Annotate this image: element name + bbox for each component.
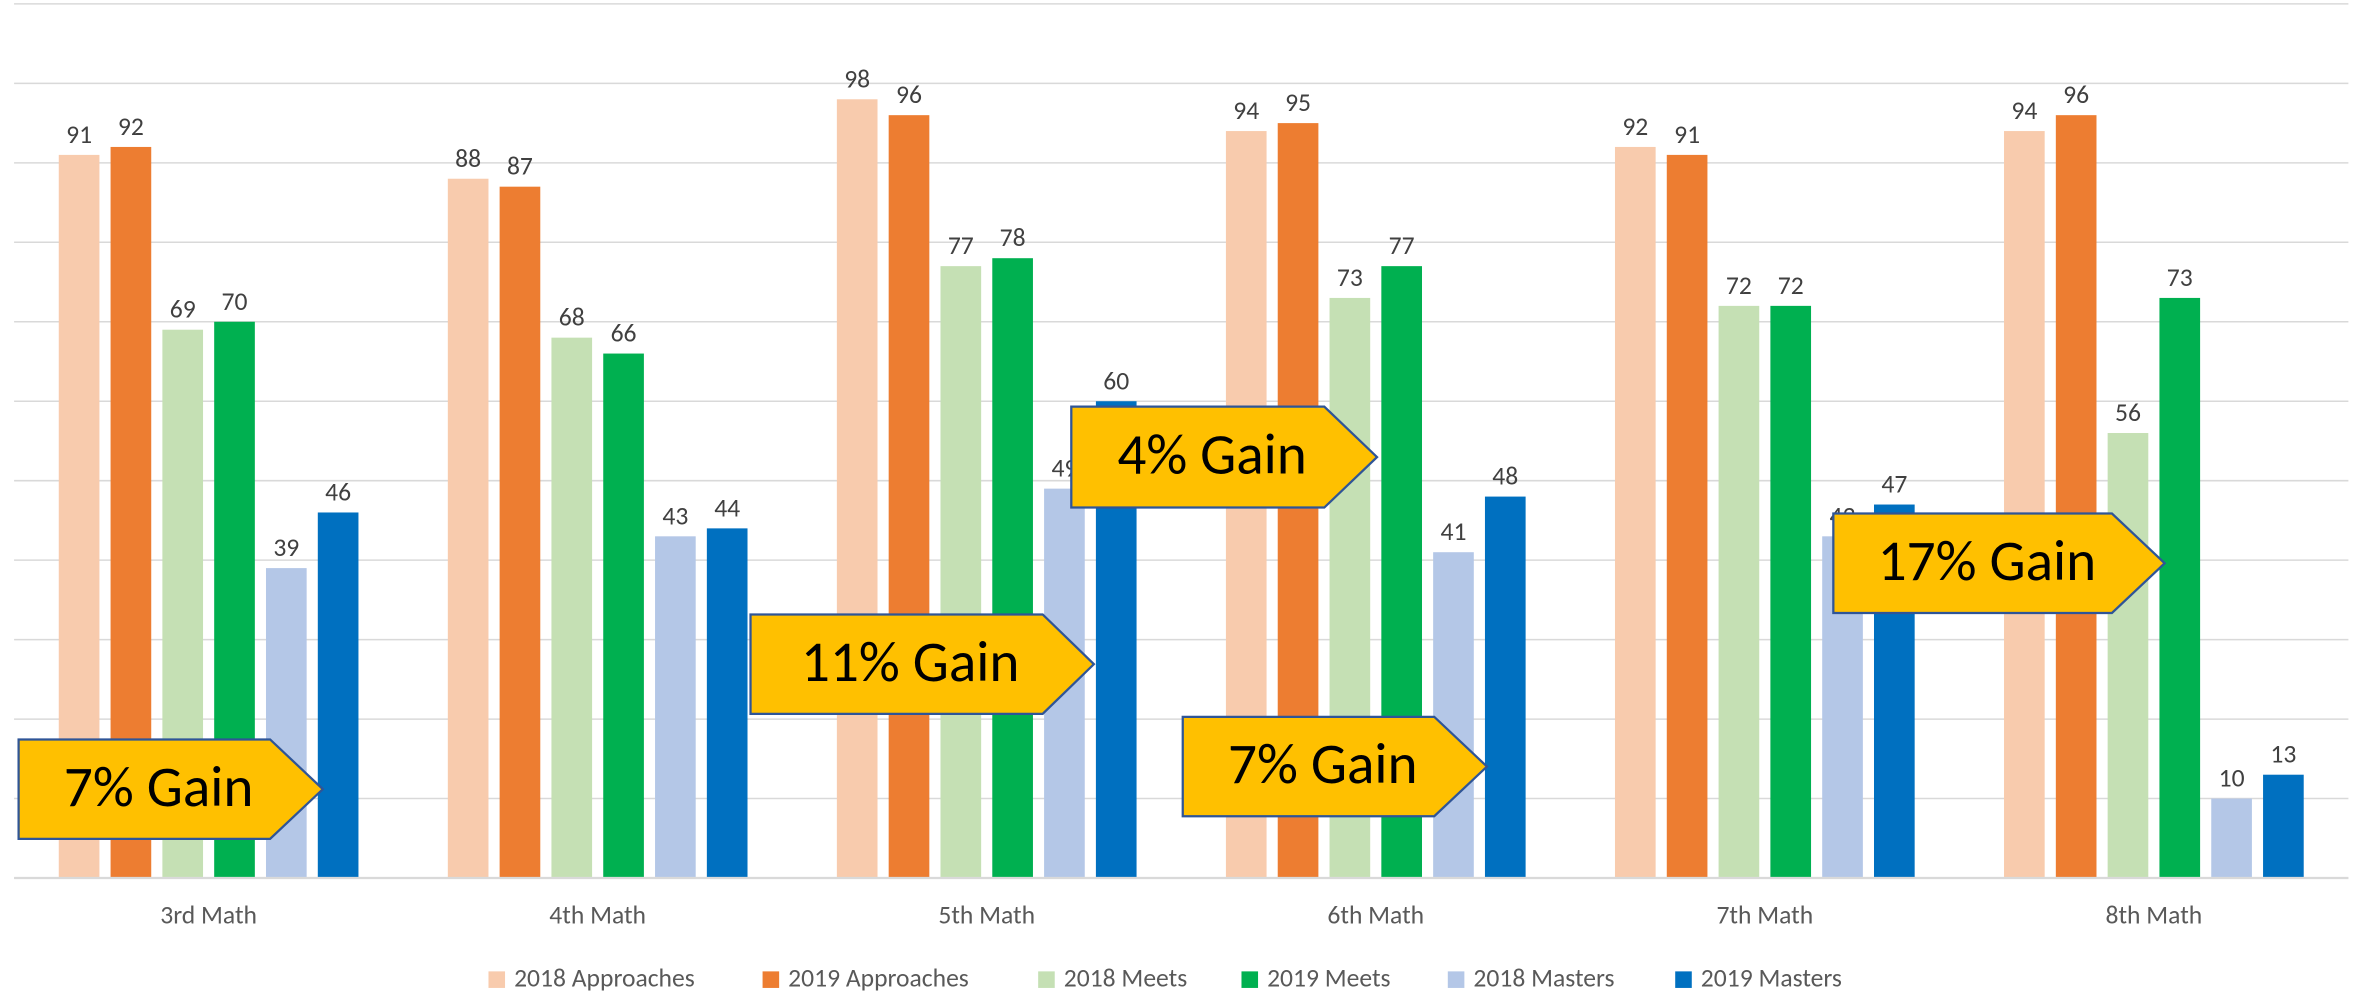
bar [2211, 798, 2252, 879]
legend-swatch [1241, 971, 1259, 988]
bar [447, 178, 489, 879]
bar [1718, 305, 1760, 879]
bar [836, 99, 878, 879]
data-label: 78 [1000, 222, 1026, 253]
bar [2055, 115, 2097, 879]
legend-swatch [1675, 971, 1692, 988]
data-label: 44 [714, 492, 740, 523]
callout [749, 613, 1096, 715]
data-label: 98 [844, 63, 870, 94]
data-label: 73 [2167, 262, 2193, 293]
callout [1832, 512, 2167, 615]
data-label: 47 [1881, 469, 1907, 500]
data-label: 39 [273, 532, 299, 563]
bar [2107, 433, 2149, 879]
bar [2159, 297, 2201, 879]
data-label: 43 [662, 500, 688, 531]
bar [1614, 146, 1656, 879]
data-label: 87 [507, 151, 533, 182]
data-label: 96 [896, 79, 922, 110]
x-tick-label: 5th Math [938, 899, 1035, 930]
data-label: 10 [2219, 763, 2245, 794]
bar [1433, 552, 1474, 879]
legend-label: 2018 Masters [1473, 963, 1614, 994]
legend-label: 2018 Meets [1064, 963, 1187, 994]
data-label: 60 [1103, 365, 1129, 396]
bar [1770, 305, 1812, 879]
data-label: 88 [455, 143, 481, 174]
data-label: 66 [611, 318, 637, 349]
data-label: 73 [1337, 262, 1363, 293]
legend-label: 2019 Approaches [788, 963, 969, 994]
bar [317, 512, 359, 879]
data-label: 94 [1233, 95, 1259, 126]
data-label: 95 [1285, 87, 1311, 118]
callout [17, 738, 325, 840]
data-label: 72 [1726, 270, 1752, 301]
bar [2263, 774, 2304, 879]
callout-text: 7% Gain [1228, 730, 1418, 799]
legend-swatch [1447, 971, 1465, 988]
bar [992, 258, 1033, 879]
callout-text: 4% Gain [1117, 421, 1307, 490]
bar [2004, 131, 2045, 879]
data-label: 46 [325, 477, 351, 508]
data-label: 77 [1389, 230, 1415, 261]
legend-swatch [1038, 971, 1055, 988]
bar [655, 536, 696, 879]
data-label: 77 [948, 230, 974, 261]
data-label: 72 [1778, 270, 1804, 301]
bar [888, 115, 930, 879]
data-label: 92 [118, 111, 144, 142]
x-tick-label: 8th Math [2106, 899, 2203, 930]
data-label: 91 [66, 119, 92, 150]
bar [1666, 154, 1708, 879]
data-label: 69 [170, 294, 196, 325]
x-tick-label: 3rd Math [160, 899, 257, 930]
data-label: 92 [1622, 111, 1648, 142]
bar [706, 528, 748, 879]
legend-swatch [762, 971, 780, 988]
data-label: 70 [222, 286, 248, 317]
x-tick-label: 6th Math [1327, 899, 1424, 930]
data-label: 96 [2063, 79, 2089, 110]
legend-label: 2019 Meets [1267, 963, 1390, 994]
x-tick-label: 4th Math [549, 899, 646, 930]
data-label: 94 [2011, 95, 2037, 126]
bar [499, 186, 541, 879]
data-label: 41 [1441, 516, 1467, 547]
callout-text: 17% Gain [1878, 527, 2097, 596]
bar [1484, 496, 1526, 879]
x-tick-label: 7th Math [1716, 899, 1813, 930]
data-label: 48 [1492, 461, 1518, 492]
legend-label: 2018 Approaches [514, 963, 695, 994]
legend-swatch [488, 971, 506, 988]
callout [1070, 405, 1379, 509]
data-label: 56 [2115, 397, 2141, 428]
legend-label: 2019 Masters [1701, 963, 1842, 994]
callout-text: 11% Gain [801, 628, 1020, 697]
callout [1181, 715, 1489, 818]
bar [940, 266, 982, 879]
data-label: 91 [1674, 119, 1700, 150]
callout-text: 7% Gain [64, 753, 254, 822]
data-label: 68 [559, 302, 585, 333]
data-label: 13 [2270, 739, 2296, 770]
bar [551, 337, 593, 879]
bar [603, 353, 644, 879]
